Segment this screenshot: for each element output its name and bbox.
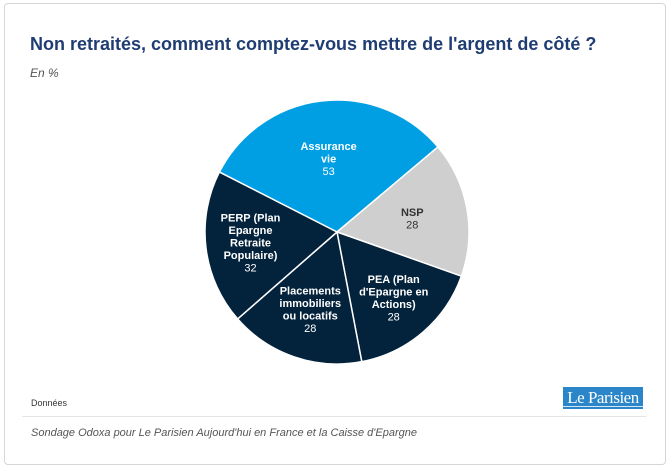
slice-name-line: immobiliers	[279, 298, 341, 310]
pie-slice-assurance-vie	[218, 99, 440, 233]
slice-name-line: Assurance	[300, 141, 356, 153]
slice-name-line: ou locatifs	[283, 310, 338, 322]
slice-label: NSP 28	[401, 207, 424, 232]
le-parisien-logo: Le Parisien	[563, 387, 643, 409]
slice-name-line: NSP	[401, 207, 424, 219]
slice-name-line: Epargne	[228, 225, 272, 237]
slice-name-line: Populaire)	[224, 250, 278, 262]
slice-name-line: Placements	[280, 285, 341, 297]
pie-slice-perp-plan-epargne-retraite-populaire	[204, 171, 339, 320]
slice-value: 32	[244, 263, 256, 275]
slice-name-line: vie	[321, 153, 336, 165]
pie-slice-placements-immobiliers-ou-locatifs	[236, 230, 363, 365]
chart-title: Non retraités, comment comptez-vous mett…	[30, 34, 597, 54]
slice-value: 53	[322, 166, 334, 178]
slice-value: 28	[388, 312, 400, 324]
slice-name-line: PERP (Plan	[221, 213, 281, 225]
source-note: Sondage Odoxa pour Le Parisien Aujourd'h…	[31, 427, 417, 439]
slice-label: PEA (Plan d'Epargne en Actions) 28	[359, 274, 429, 324]
pie-slice-pea-plan-d-epargne-en-actions	[336, 230, 463, 363]
chart-subtitle: En %	[30, 66, 59, 80]
slice-label: PERP (Plan Epargne Retraite Populaire) 32	[221, 213, 281, 275]
slice-name-line: Actions)	[372, 299, 416, 311]
footer-divider	[22, 416, 646, 417]
slice-value: 28	[304, 323, 316, 335]
slice-label: Placements immobiliers ou locatifs 28	[279, 285, 341, 335]
pie-slice-nsp	[335, 145, 470, 278]
slice-name-line: d'Epargne en	[359, 287, 429, 299]
slice-label: Assurance vie 53	[300, 141, 356, 178]
slice-name-line: Retraite	[230, 238, 271, 250]
data-link[interactable]: Données	[31, 398, 68, 408]
slice-value: 28	[406, 219, 418, 231]
slice-name-line: PEA (Plan	[368, 274, 420, 286]
